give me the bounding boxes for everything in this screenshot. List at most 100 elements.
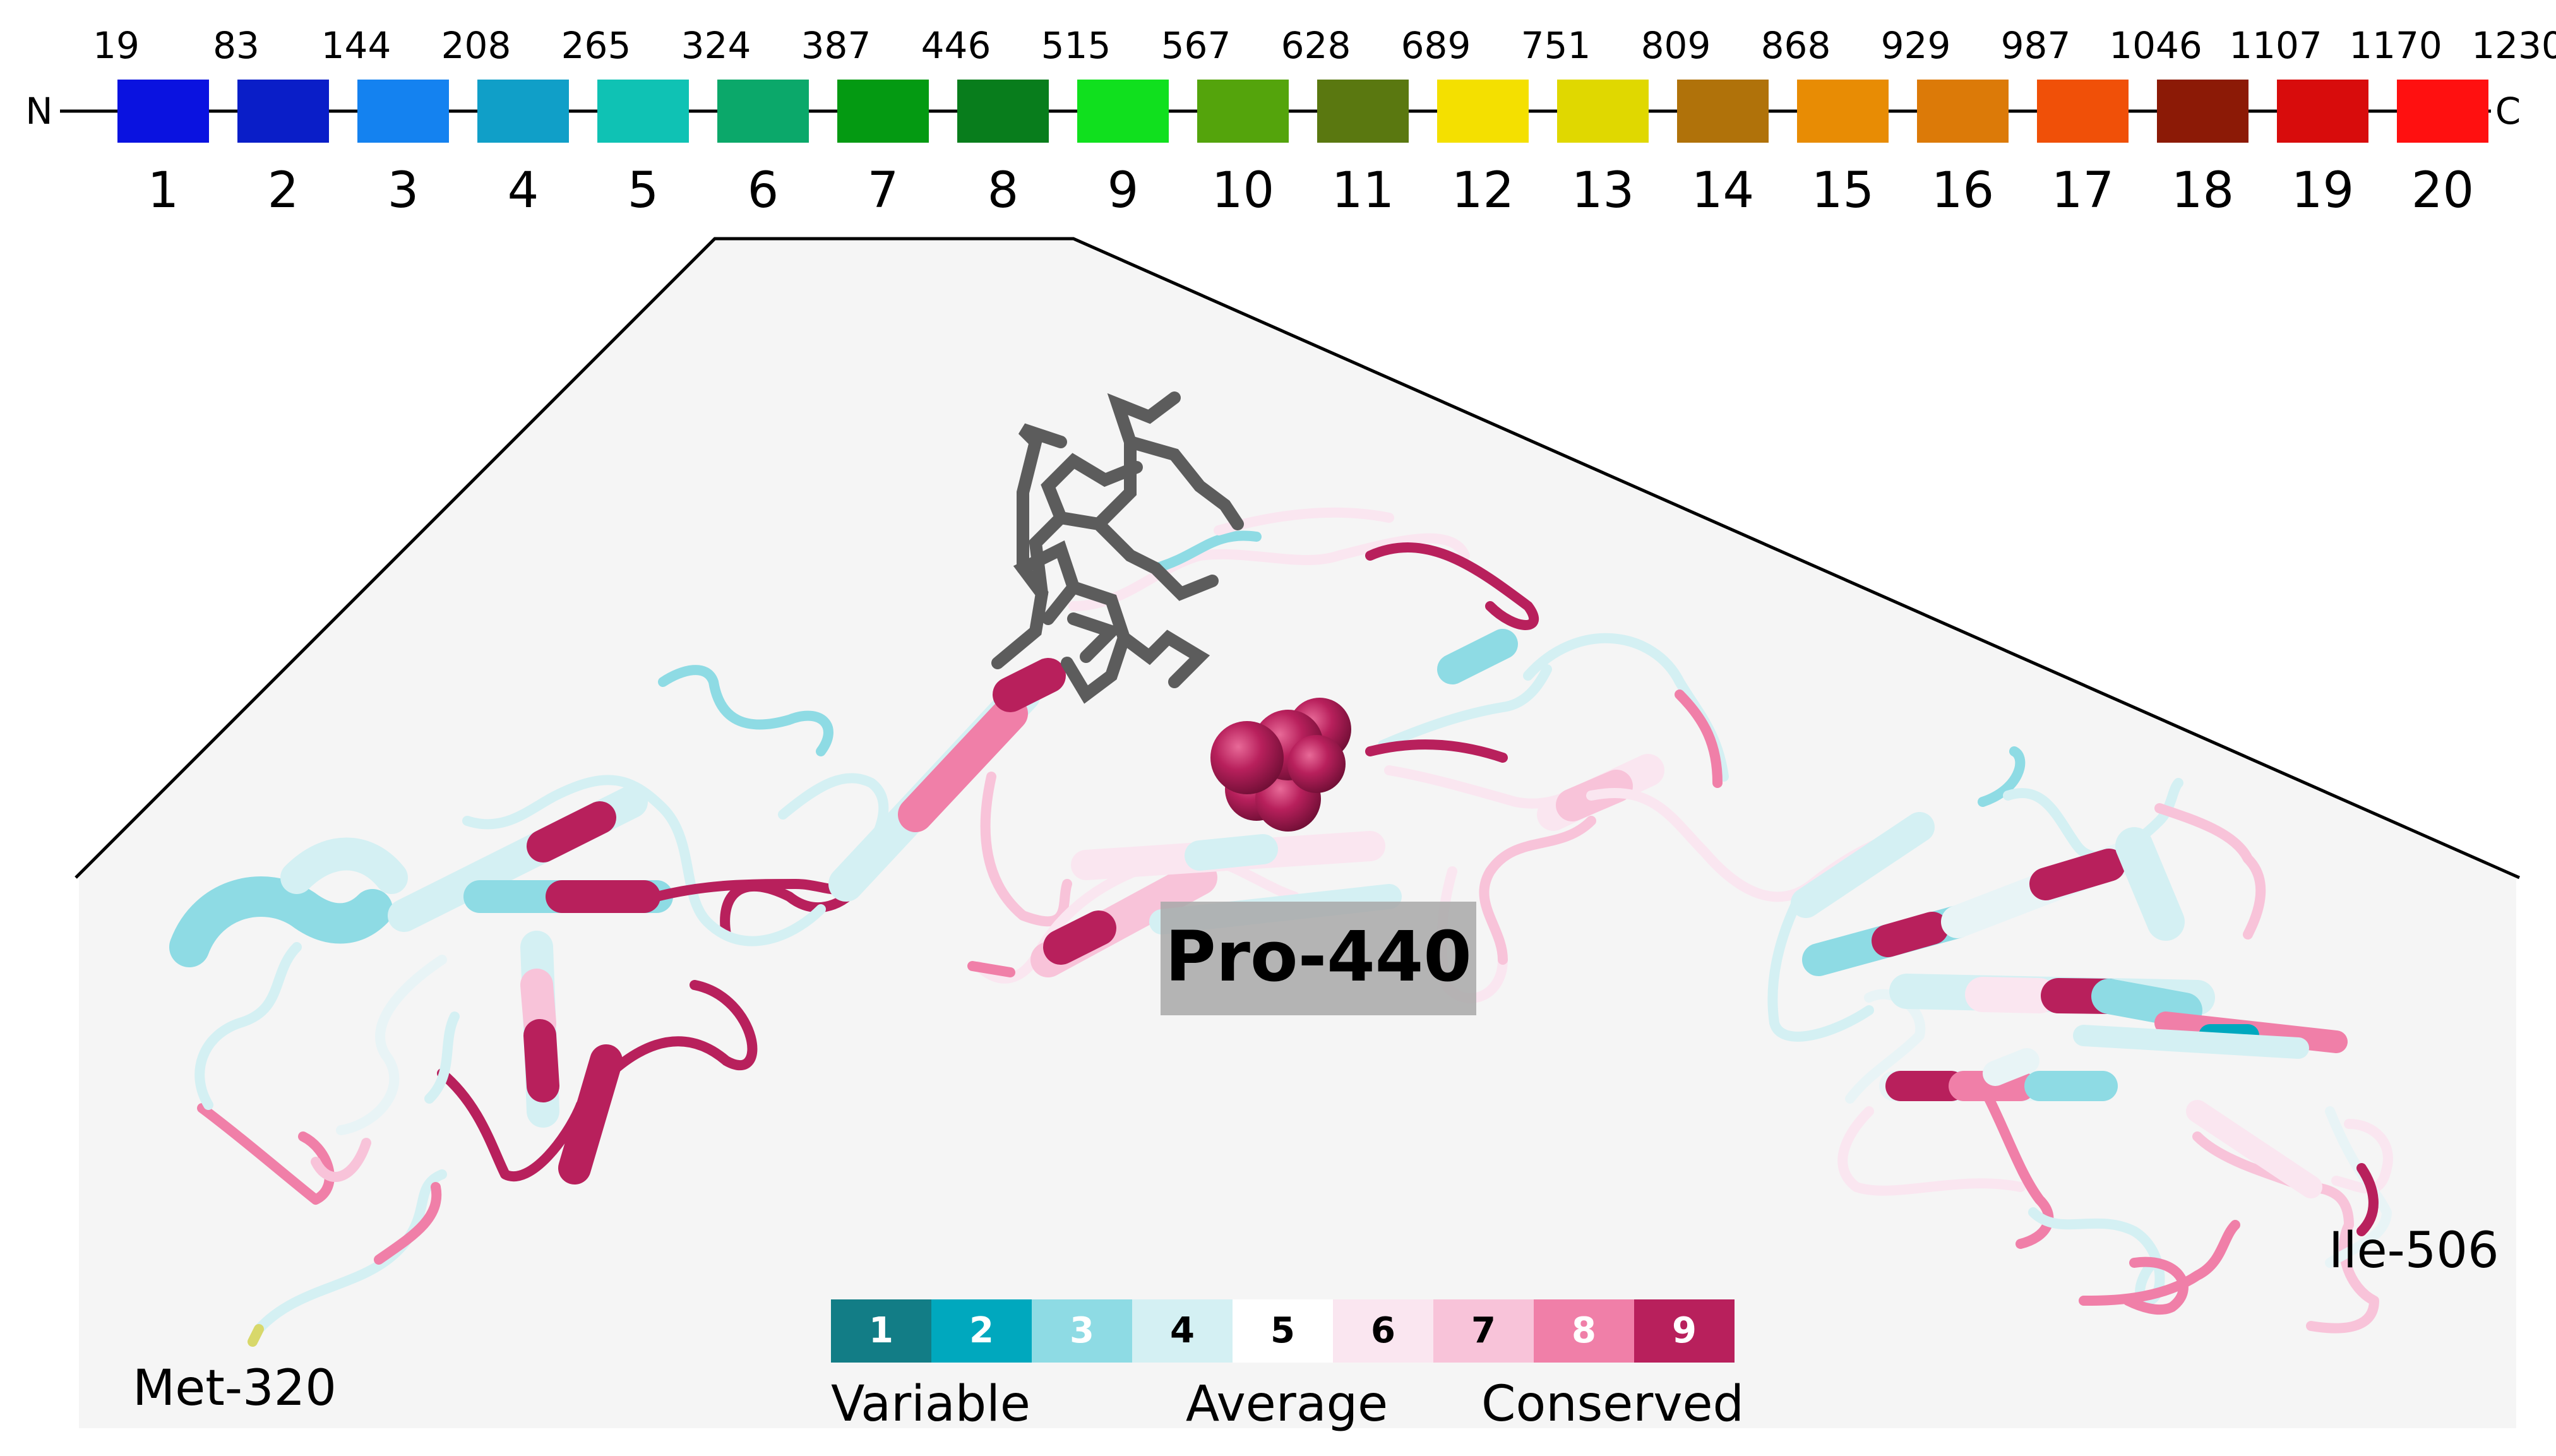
- domain-number-label: 13: [1572, 162, 1634, 219]
- domain-box-2: [237, 80, 329, 143]
- beta-strand: [2029, 849, 2125, 900]
- ligand-bond: [1061, 631, 1130, 704]
- domain-box-6: [717, 80, 809, 143]
- loop-segment: [1365, 542, 1539, 630]
- loop-segment: [462, 775, 826, 946]
- domain-number-label: 19: [2291, 162, 2354, 219]
- beta-strand: [2186, 1100, 2322, 1198]
- domain-boxes: 1 19 2 83 3 144 4 208 5 265 6 324 7 387 8 446 9 515 10 567 1…: [93, 24, 2488, 219]
- loop-segment: [1837, 1106, 2026, 1196]
- beta-strand: [2115, 827, 2185, 941]
- loop-segment: [1984, 1094, 2054, 1249]
- loop-segment: [1378, 664, 1552, 750]
- domain-start-residue: 144: [321, 24, 391, 67]
- beta-strand: [2091, 979, 2202, 1028]
- legend-grade-label: 7: [1471, 1310, 1496, 1351]
- domain-start-residue: 324: [681, 24, 751, 67]
- domain-start-residue: 751: [1521, 24, 1591, 67]
- loop-segment: [2325, 1106, 2392, 1268]
- legend-grade-label: 8: [1572, 1310, 1596, 1351]
- domain-number-label: 12: [1452, 162, 1514, 219]
- legend-grade-label: 2: [969, 1310, 994, 1351]
- domain-start-residue: 265: [561, 24, 631, 67]
- domain-number-label: 6: [748, 162, 779, 219]
- loop-segment: [437, 1068, 586, 1181]
- domain-number-label: 7: [868, 162, 899, 219]
- domain-start-residue: 1046: [2109, 24, 2202, 67]
- loop-segment: [658, 665, 833, 756]
- beta-strand: [1043, 910, 1116, 965]
- domain-box-17: [2037, 80, 2129, 143]
- domain-box-1: [117, 80, 209, 143]
- loop-segment: [336, 955, 447, 1135]
- domain-number-label: 16: [1932, 162, 1994, 219]
- loop-segment: [2331, 1119, 2393, 1194]
- domain-start-residue: 987: [2001, 24, 2071, 67]
- domain-start-residue: 1170: [2349, 24, 2442, 67]
- domain-start-residue: 567: [1161, 24, 1231, 67]
- loop-segment: [1767, 892, 1874, 1042]
- ligand-bond: [1092, 391, 1181, 530]
- ligand-bond: [1017, 423, 1067, 575]
- atom-sphere: [1210, 721, 1284, 794]
- legend-cell-3: [1032, 1299, 1132, 1363]
- loop-segment: [197, 1103, 335, 1205]
- domain-box-5: [597, 80, 689, 143]
- domain-number-label: 15: [1812, 162, 1874, 219]
- domain-box-18: [2157, 80, 2248, 143]
- n-terminus-label: N: [25, 90, 52, 133]
- loop-segment: [1479, 816, 1596, 965]
- loop-segment: [1150, 530, 1262, 573]
- domain-start-residue: 208: [441, 24, 511, 67]
- loop-segment: [194, 942, 302, 1110]
- loop-segment: [2356, 1163, 2379, 1236]
- domain-number-label: 10: [1212, 162, 1274, 219]
- domain-box-12: [1437, 80, 1529, 143]
- pro-440-spheres: [1210, 698, 1351, 832]
- legend-grade-label: 3: [1070, 1310, 1094, 1351]
- n-term-tip: [248, 1324, 264, 1347]
- beta-strand: [2073, 1025, 2309, 1059]
- structure-panel: [79, 239, 2516, 1428]
- legend-grade-label: 9: [1672, 1310, 1697, 1351]
- domain-number-label: 20: [2411, 162, 2474, 219]
- domain-box-14: [1677, 80, 1769, 143]
- highlight-residue-label: Pro-440: [1165, 916, 1472, 997]
- domain-start-residue: 689: [1401, 24, 1471, 67]
- domain-box-13: [1557, 80, 1649, 143]
- domain-box-10: [1197, 80, 1289, 143]
- domain-end-residue: 1230: [2471, 24, 2556, 67]
- beta-strand: [1983, 1048, 2039, 1086]
- domain-start-residue: 1107: [2229, 24, 2322, 67]
- loop-segment: [2192, 1131, 2379, 1334]
- domain-number-label: 1: [148, 162, 179, 219]
- domain-number-label: 18: [2171, 162, 2234, 219]
- loop-segment: [311, 1138, 371, 1182]
- domain-box-7: [837, 80, 929, 143]
- beta-strand: [1965, 977, 2057, 1013]
- legend-average-label: Average: [1186, 1376, 1388, 1433]
- domain-start-residue: 929: [1881, 24, 1951, 67]
- legend-conserved-label: Conserved: [1481, 1376, 1744, 1433]
- loop-segment: [2079, 1220, 2240, 1306]
- n-term-residue-label: Met-320: [133, 1360, 337, 1417]
- loop-segment: [1068, 533, 1470, 611]
- legend-cell-2: [931, 1299, 1032, 1363]
- legend-grade-label: 1: [869, 1310, 893, 1351]
- loop-segment: [2154, 803, 2266, 940]
- loop-segment: [424, 1011, 460, 1104]
- loop-segment: [967, 961, 1015, 977]
- domain-start-residue: 83: [213, 24, 260, 67]
- c-term-residue-label: Ile-506: [2329, 1222, 2499, 1279]
- legend-variable-label: Variable: [831, 1376, 1030, 1433]
- ligand-bond: [1054, 511, 1219, 601]
- protein-ribbon: [169, 507, 2393, 1347]
- loop-segment: [1365, 739, 1508, 763]
- domain-start-residue: 19: [93, 24, 140, 67]
- domain-map: N C 1 19 2 83 3 144 4 208 5 265 6 324 7 387 8 446 9 515 10…: [25, 24, 2556, 219]
- atom-sphere: [1287, 735, 1346, 793]
- domain-number-label: 2: [268, 162, 299, 219]
- legend-cells: 1 2 3 4 5 6 7 8 9: [831, 1299, 1735, 1363]
- loop-segment: [1675, 689, 1723, 788]
- domain-start-residue: 387: [801, 24, 871, 67]
